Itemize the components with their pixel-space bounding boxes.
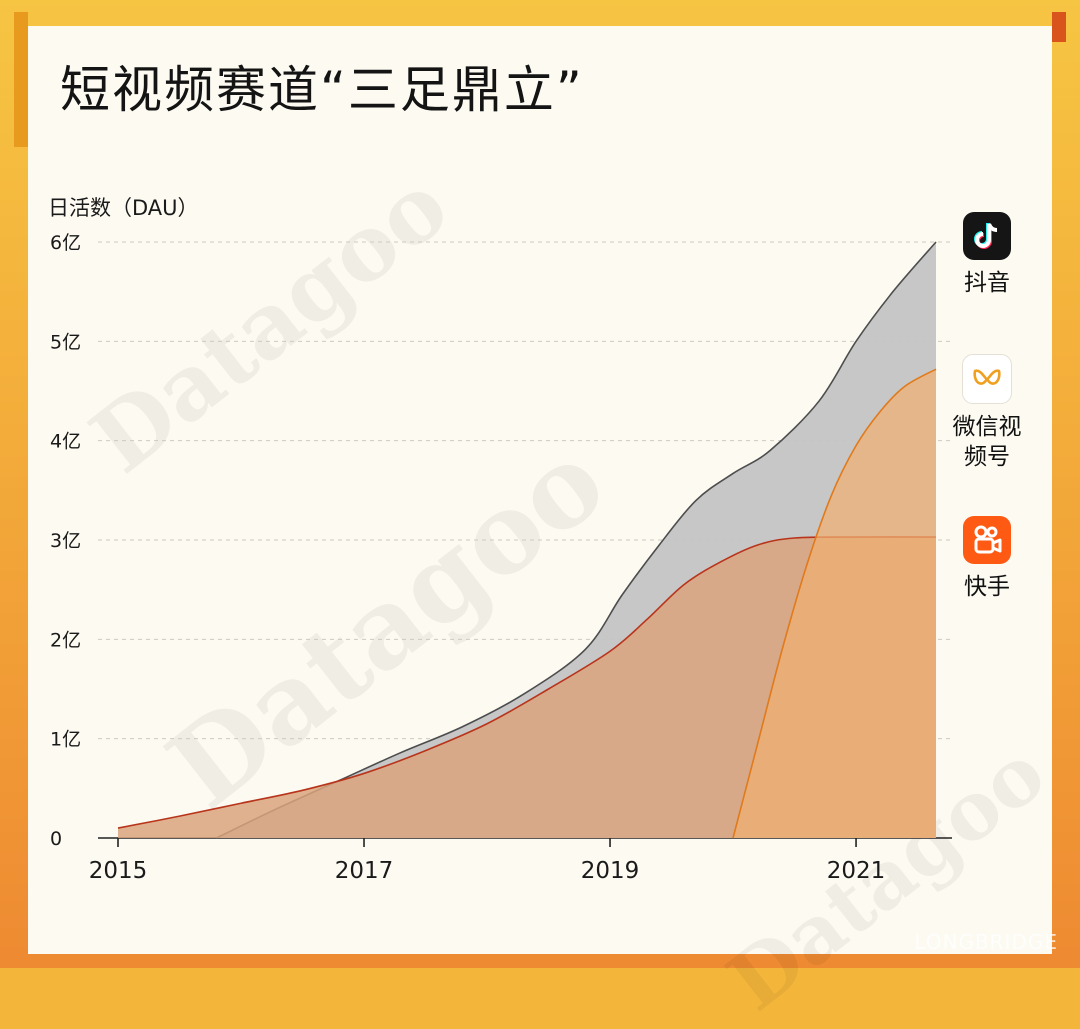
x-tick-label: 2015	[89, 858, 148, 884]
legend-label: 快手	[964, 574, 1010, 600]
legend-label: 微信视频号	[952, 414, 1022, 470]
legend-label: 抖音	[964, 270, 1010, 296]
wechat-channels-logo-icon	[962, 354, 1012, 404]
kuaishou-logo-icon	[963, 516, 1011, 564]
line-wechat-channels	[732, 368, 937, 839]
y-tick-label: 1亿	[50, 729, 81, 751]
y-tick-label: 0	[50, 828, 62, 850]
y-tick-label: 4亿	[50, 431, 81, 453]
x-tick-label: 2017	[335, 858, 394, 884]
y-tick-label: 2亿	[50, 629, 81, 651]
area-kuaishou	[118, 536, 936, 838]
legend-item-douyin: 抖音	[944, 212, 1030, 298]
x-tick-label: 2021	[827, 858, 886, 884]
legend-item-kuaishou: 快手	[944, 516, 1030, 602]
y-axis-label: 日活数（DAU）	[48, 196, 199, 220]
legend-item-wechat-channels: 微信视频号	[944, 354, 1030, 472]
chart-title: 短视频赛道“三足鼎立”	[60, 61, 584, 119]
area-wechat-channels	[733, 369, 936, 838]
x-tick-label: 2019	[581, 858, 640, 884]
frame-accent-left	[14, 12, 28, 147]
frame-accent-right	[1052, 12, 1066, 42]
y-tick-label: 6亿	[50, 232, 81, 254]
line-kuaishou	[117, 536, 937, 829]
line-douyin	[216, 241, 937, 839]
douyin-logo-icon	[963, 212, 1011, 260]
brand-watermark: LONGBRIDGE	[914, 930, 1058, 954]
area-chart: 0 1亿 2亿 3亿 4亿 5亿 6亿 2015 2017 2019 2021	[50, 232, 952, 884]
y-tick-label: 5亿	[50, 331, 81, 353]
y-tick-label: 3亿	[50, 530, 81, 552]
